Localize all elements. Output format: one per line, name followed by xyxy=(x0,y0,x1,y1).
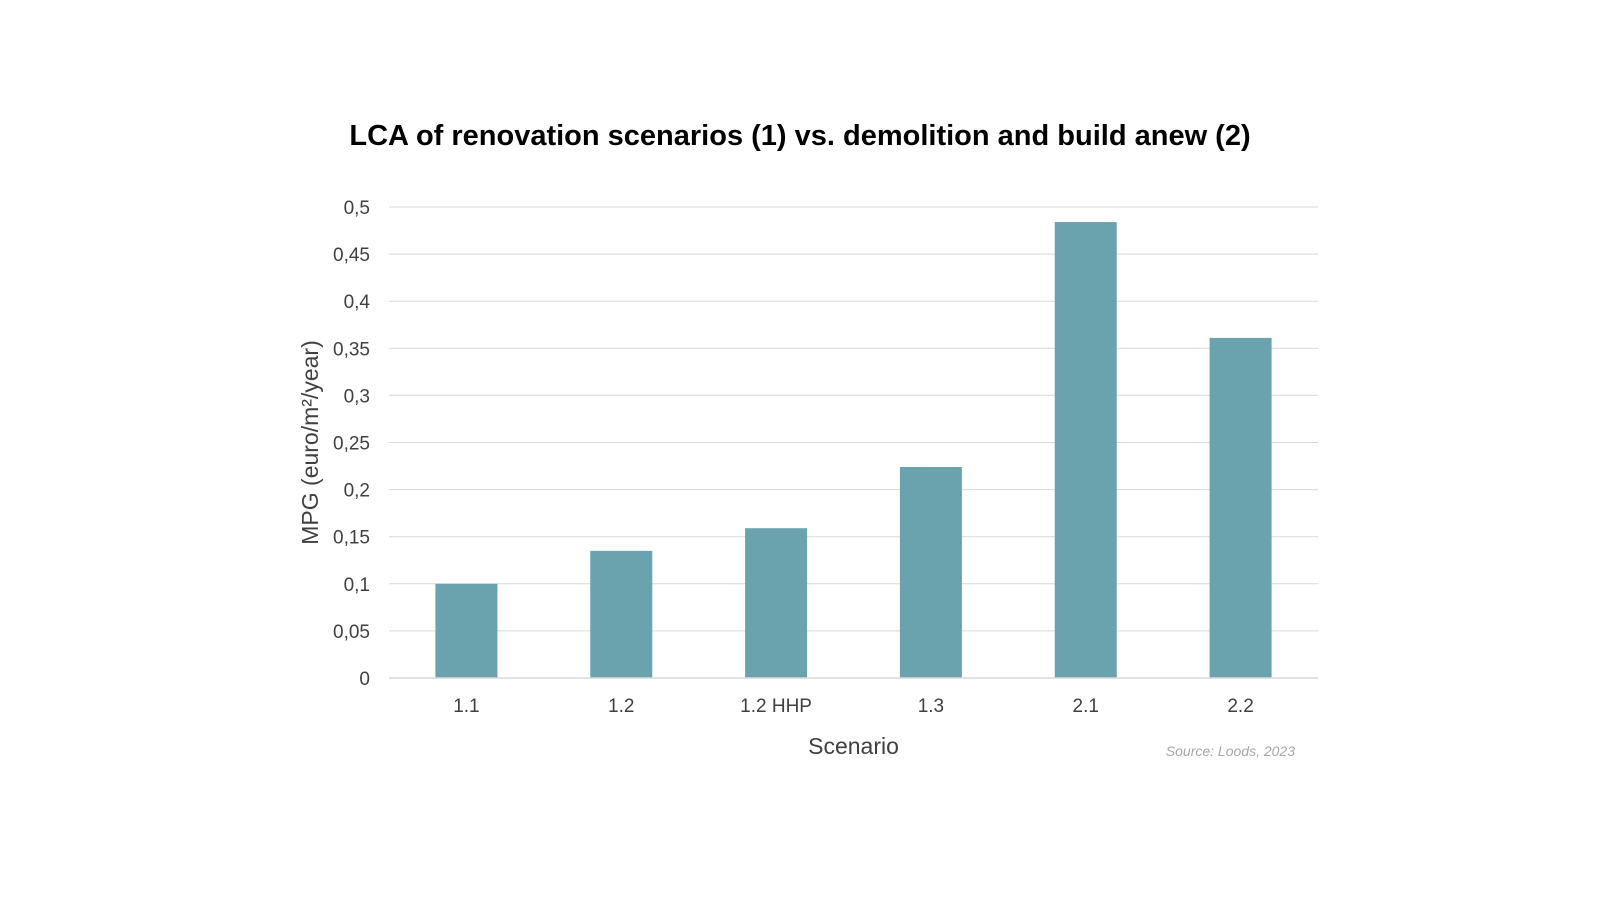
bar-2-2 xyxy=(1209,337,1272,678)
bar-1-1 xyxy=(435,583,498,678)
y-tick-label: 0,3 xyxy=(344,386,370,407)
x-tick-label: 1.2 HHP xyxy=(740,696,812,717)
bar-2-1 xyxy=(1054,222,1117,678)
y-axis-title: MPG (euro/m²/year) xyxy=(297,340,323,544)
x-tick-label: 1.3 xyxy=(918,696,944,717)
bar-1-2-HHP xyxy=(745,528,808,678)
y-tick-label: 0,45 xyxy=(333,245,370,266)
x-tick-label: 2.1 xyxy=(1073,696,1099,717)
y-tick-label: 0,35 xyxy=(333,339,370,360)
chart-title: LCA of renovation scenarios (1) vs. demo… xyxy=(349,120,1251,152)
y-tick-label: 0,05 xyxy=(333,622,370,643)
y-tick-label: 0,15 xyxy=(333,528,370,549)
bar-1-2 xyxy=(590,550,653,678)
source-note: Source: Loods, 2023 xyxy=(1165,743,1295,759)
x-tick-label: 1.1 xyxy=(453,696,479,717)
x-tick-label: 1.2 xyxy=(608,696,634,717)
y-tick-label: 0,2 xyxy=(344,481,370,502)
x-tick-label: 2.2 xyxy=(1227,696,1253,717)
bar-1-3 xyxy=(899,466,962,678)
gridlines xyxy=(389,206,1318,632)
y-tick-label: 0,5 xyxy=(344,198,370,219)
y-axis-ticks: 0 0,05 0,1 0,15 0,2 0,25 0,3 0,35 0,4 0,45 0,5 xyxy=(333,198,370,690)
y-tick-label: 0 xyxy=(359,669,370,690)
y-tick-label: 0,1 xyxy=(344,575,370,596)
x-axis-title: Scenario xyxy=(808,733,899,759)
x-axis-ticks: 1.1 1.2 1.2 HHP 1.3 2.1 2.2 xyxy=(453,696,1254,717)
y-tick-label: 0,4 xyxy=(344,292,371,313)
y-tick-label: 0,25 xyxy=(333,434,370,455)
bars xyxy=(435,222,1272,678)
